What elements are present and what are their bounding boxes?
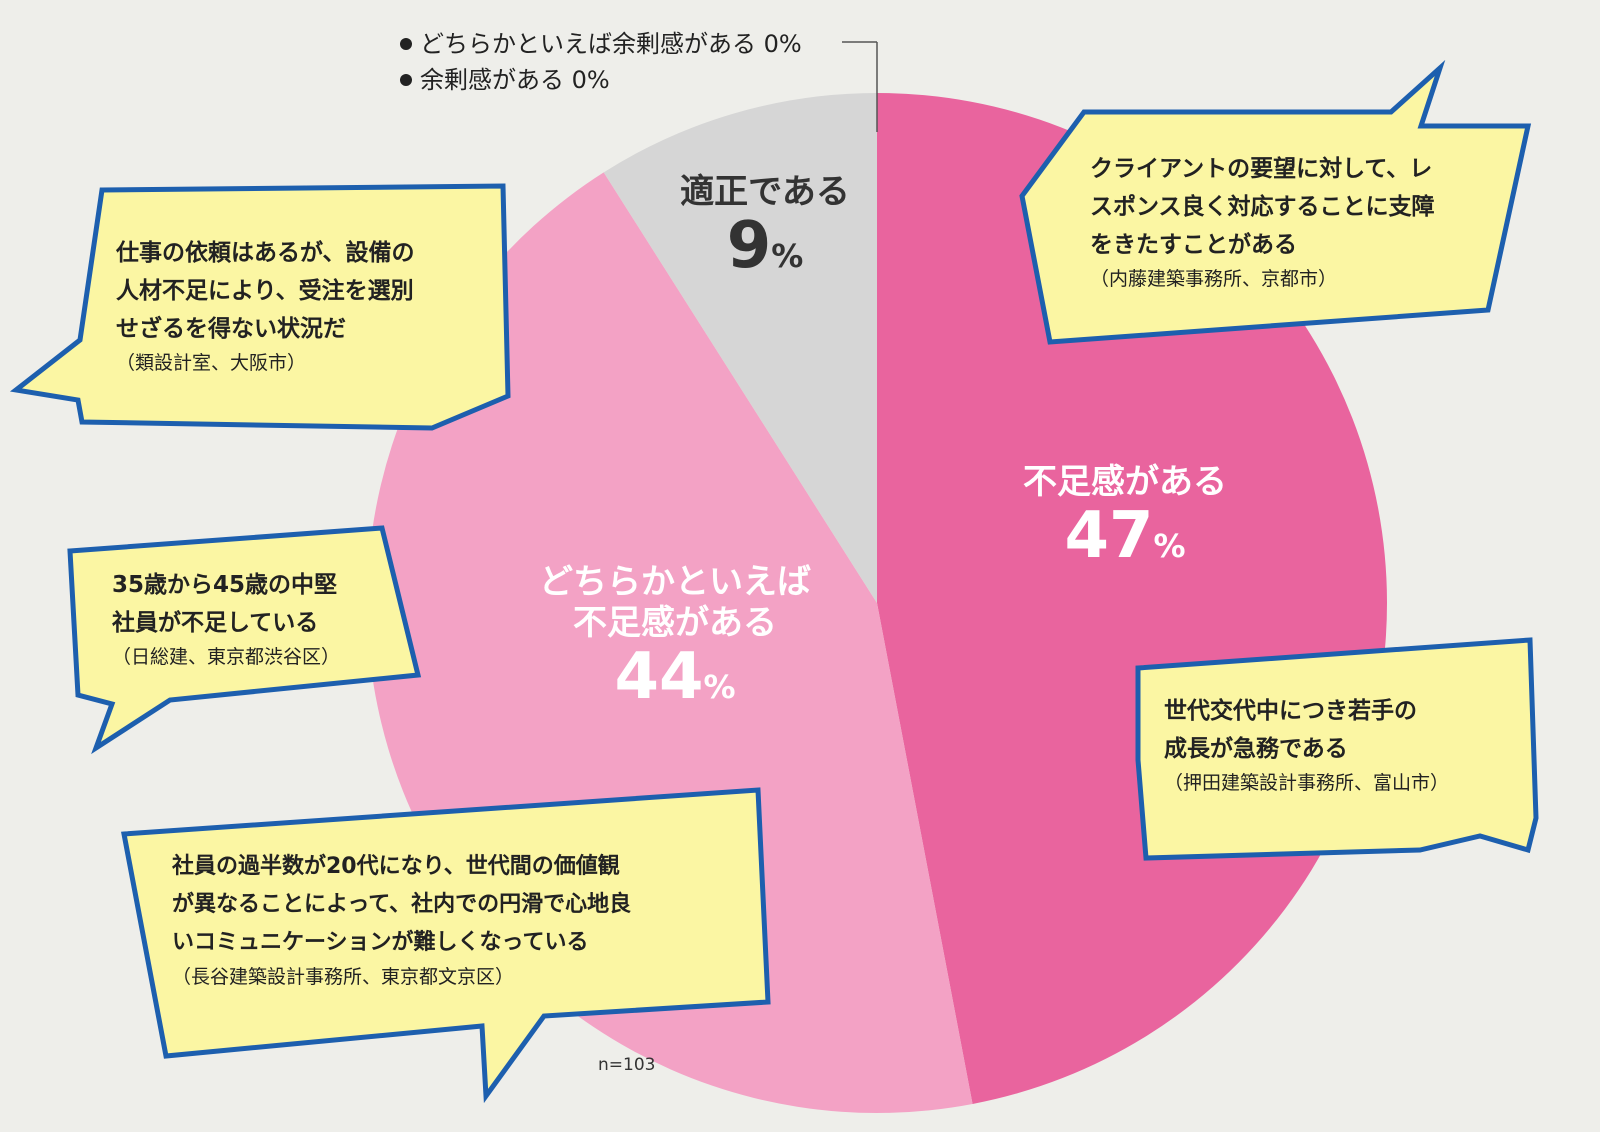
comment-line: せざるを得ない状況だ xyxy=(116,316,346,342)
comment-source: （押田建築設計事務所、富山市） xyxy=(1164,772,1450,794)
bubble-shape-1 xyxy=(1019,59,1532,345)
sample-size-note: n=103 xyxy=(598,1055,656,1075)
comment-line: 社員の過半数が20代になり、世代間の価値観 xyxy=(172,854,620,879)
slice-name-line-2: 不足感がある xyxy=(573,602,777,643)
slice-name: 適正である xyxy=(680,172,850,212)
comment-line: 世代交代中につき若手の xyxy=(1164,698,1417,724)
slice-value: 44% xyxy=(510,643,840,711)
slice-label-somewhat-insufficient: どちらかといえば 不足感がある 44% xyxy=(510,562,840,711)
comment-bubble-2: 仕事の依頼はあるが、設備の 人材不足により、受注を選別 せざるを得ない状況だ （… xyxy=(116,234,496,378)
comment-bubble-3: 35歳から45歳の中堅 社員が不足している （日総建、東京都渋谷区） xyxy=(112,566,402,672)
comment-line: 人材不足により、受注を選別 xyxy=(116,278,414,304)
comment-line: をきたすことがある xyxy=(1090,232,1297,258)
comment-line: いコミュニケーションが難しくなっている xyxy=(172,930,589,955)
comment-bubble-1: クライアントの要望に対して、レ スポンス良く対応することに支障 をきたすことがあ… xyxy=(1090,150,1490,294)
slice-value: 9% xyxy=(650,212,880,280)
comment-bubble-5: 社員の過半数が20代になり、世代間の価値観 が異なることによって、社内での円滑で… xyxy=(172,848,762,992)
comment-line: 社員が不足している xyxy=(112,610,319,636)
comment-source: （内藤建築事務所、京都市） xyxy=(1090,268,1338,290)
legend-item: 余剰感がある 0% xyxy=(400,62,802,98)
comment-line: 成長が急務である xyxy=(1164,736,1348,762)
percent-sign: % xyxy=(771,236,804,275)
comment-bubble-4: 世代交代中につき若手の 成長が急務である （押田建築設計事務所、富山市） xyxy=(1164,692,1524,798)
comment-line: 35歳から45歳の中堅 xyxy=(112,572,338,598)
slice-label-insufficient: 不足感がある 47% xyxy=(980,462,1270,570)
percent-sign: % xyxy=(703,667,736,706)
slice-value: 47% xyxy=(980,502,1270,570)
comment-line: クライアントの要望に対して、レ xyxy=(1090,156,1433,182)
legend-item: どちらかといえば余剰感がある 0% xyxy=(400,26,802,62)
comment-source: （日総建、東京都渋谷区） xyxy=(112,646,341,668)
bubble-shape-4 xyxy=(1135,637,1539,861)
bubble-shape-3 xyxy=(67,525,422,755)
legend-text: どちらかといえば余剰感がある 0% xyxy=(420,30,802,58)
speech-bubbles xyxy=(9,59,1539,1104)
bullet-icon xyxy=(400,74,412,86)
comment-source: （類設計室、大阪市） xyxy=(116,352,307,374)
comment-line: が異なることによって、社内での円滑で心地良 xyxy=(172,892,632,917)
slice-label-appropriate: 適正である 9% xyxy=(650,172,880,280)
bubble-shape-2 xyxy=(9,183,511,431)
zero-value-legend: どちらかといえば余剰感がある 0% 余剰感がある 0% xyxy=(400,26,802,98)
slice-number: 47 xyxy=(1064,498,1154,573)
comment-line: スポンス良く対応することに支障 xyxy=(1090,194,1435,220)
comment-source: （長谷建築設計事務所、東京都文京区） xyxy=(172,966,515,988)
slice-name-line-1: どちらかといえば xyxy=(539,562,811,602)
bullet-icon xyxy=(400,38,412,50)
bubble-shape-5 xyxy=(121,787,771,1104)
slice-number: 9 xyxy=(726,208,772,283)
legend-text: 余剰感がある 0% xyxy=(420,66,610,94)
pie-slice-2 xyxy=(603,93,877,603)
percent-sign: % xyxy=(1153,526,1186,565)
slice-number: 44 xyxy=(614,639,704,714)
slice-name: 不足感がある xyxy=(1023,462,1227,502)
comment-line: 仕事の依頼はあるが、設備の xyxy=(116,240,415,266)
